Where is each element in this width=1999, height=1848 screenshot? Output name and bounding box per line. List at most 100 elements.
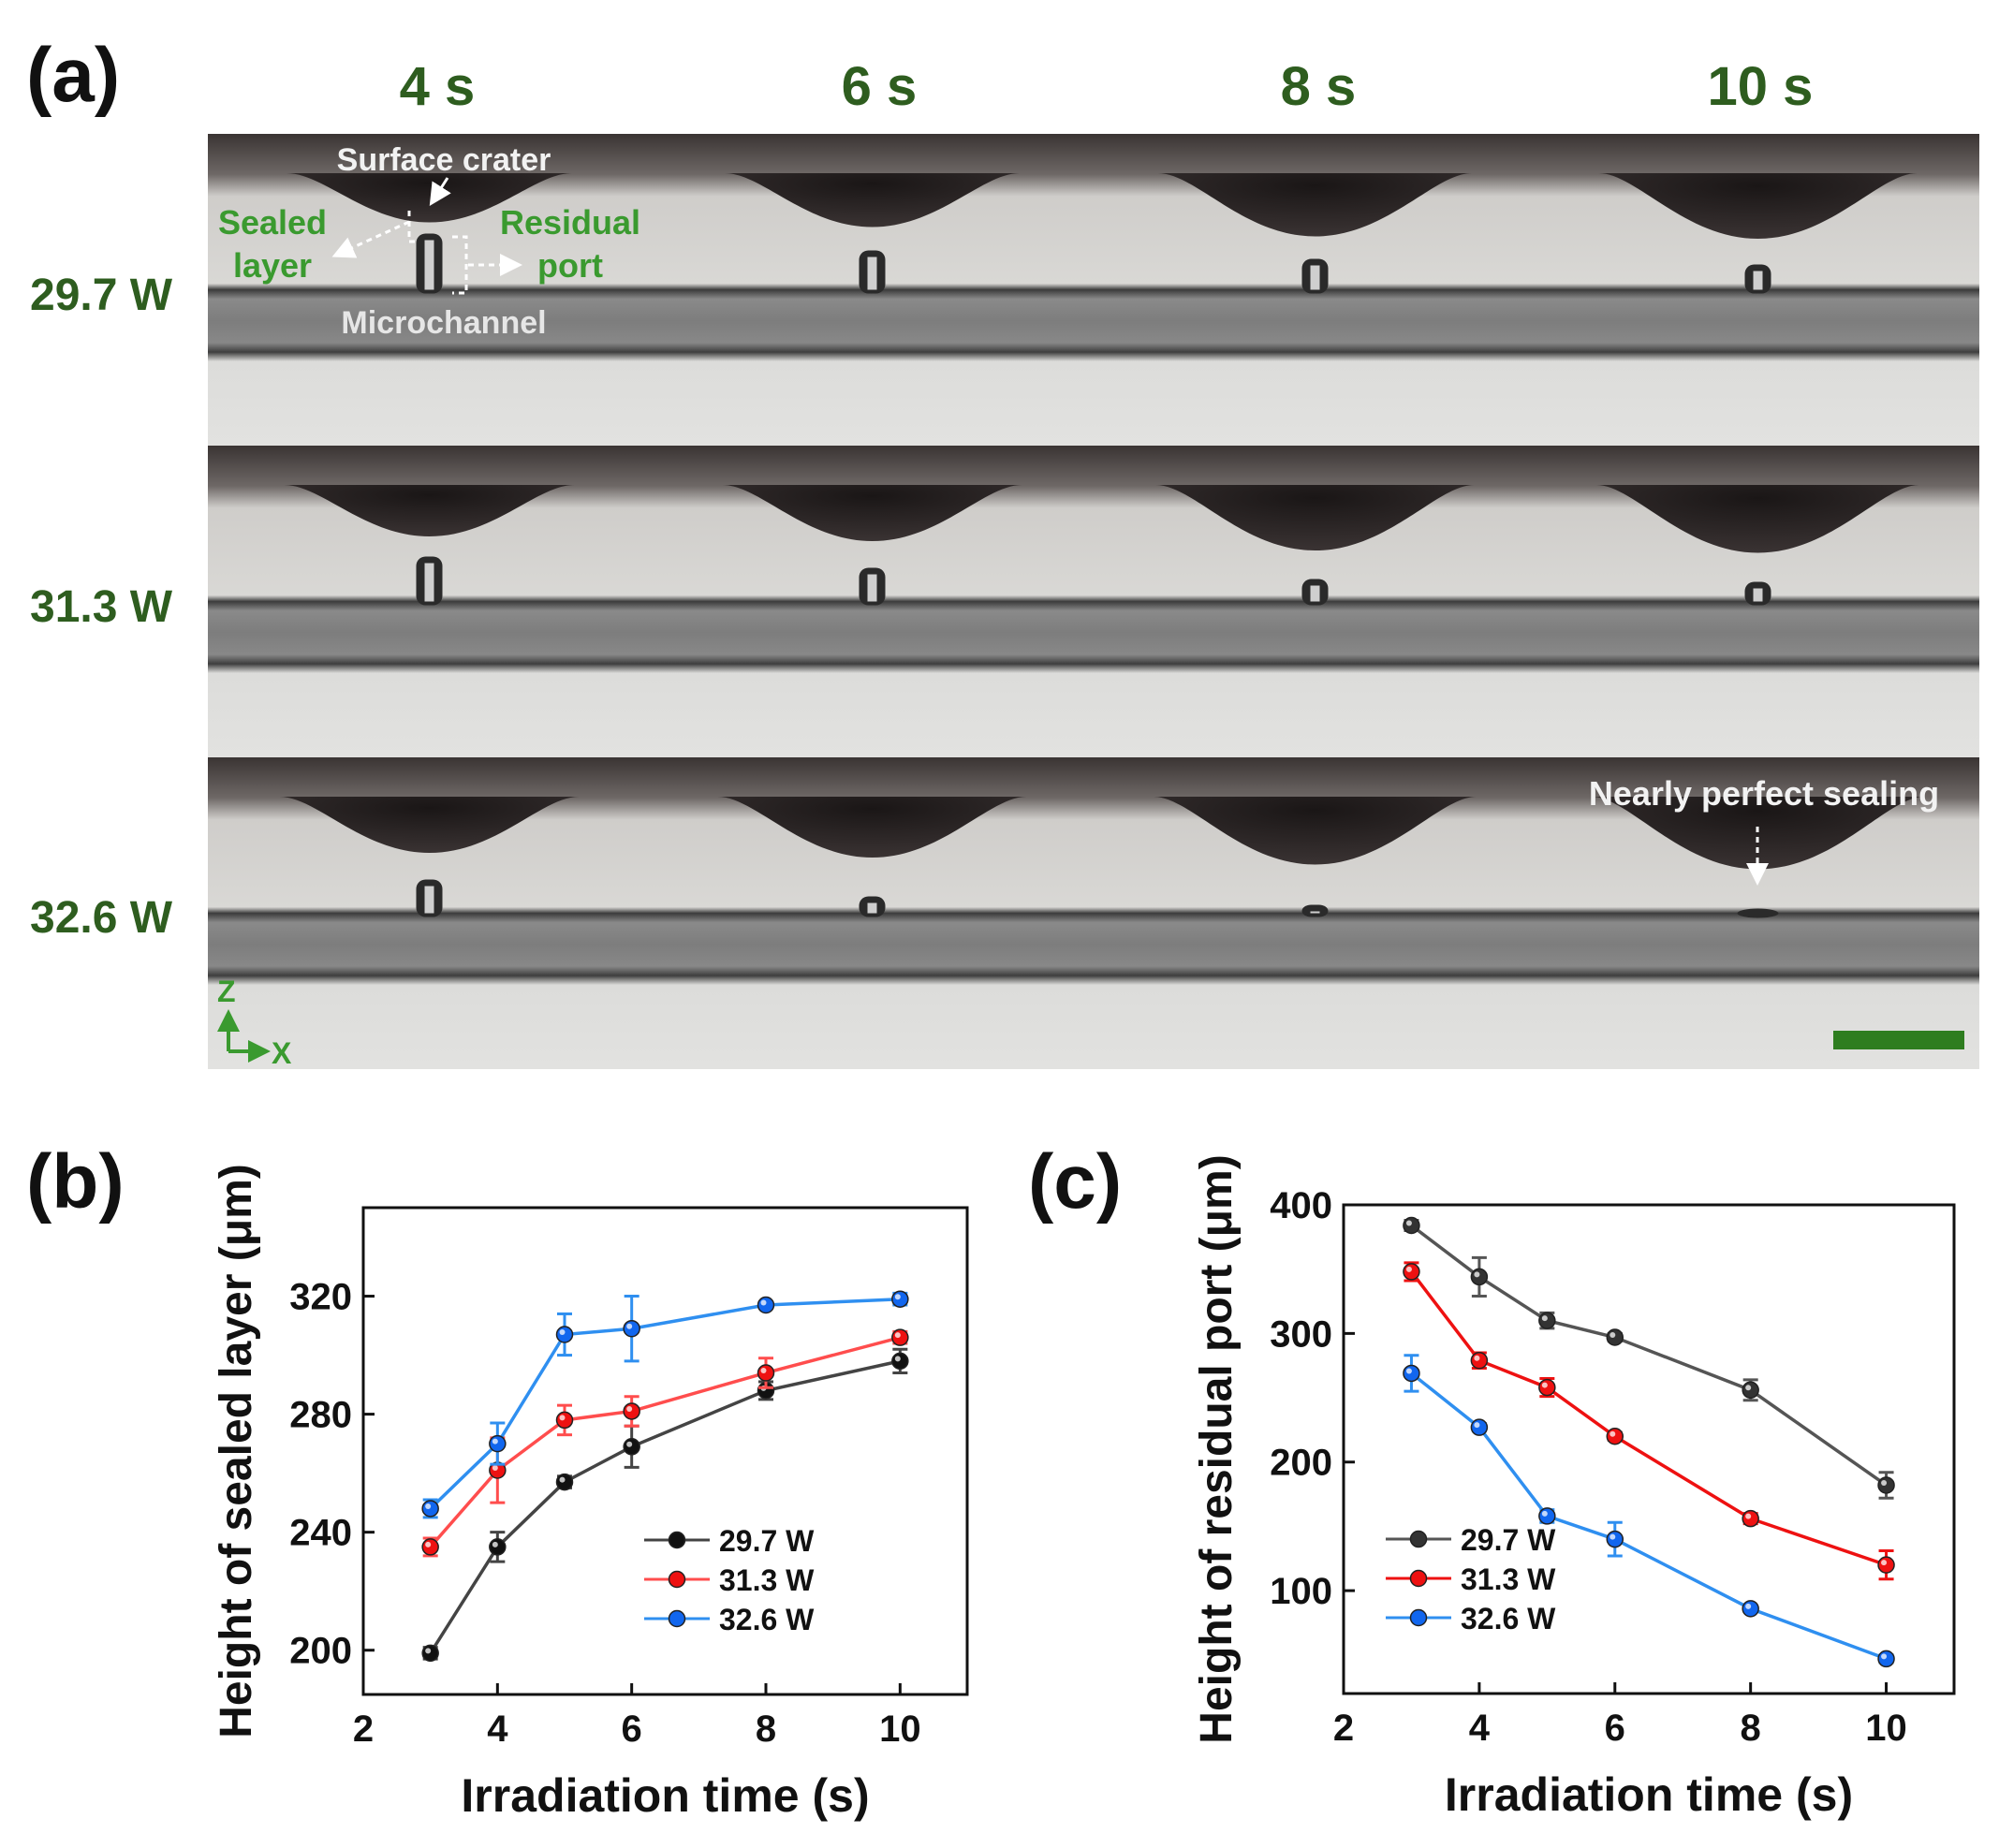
legend: 29.7 W 31.3 W 32.6 W	[644, 1524, 815, 1636]
x-tick-label: 8	[756, 1709, 776, 1750]
data-point-highlight	[1541, 1510, 1548, 1517]
time-header-6s: 6 s	[842, 56, 918, 117]
data-point	[1877, 1476, 1895, 1494]
data-point	[555, 1473, 574, 1491]
data-point	[489, 1434, 507, 1453]
plot-frame	[1342, 1203, 1956, 1695]
legend-marker	[1409, 1569, 1428, 1588]
micrograph-tile	[1094, 134, 1536, 446]
scale-bar	[1833, 1031, 1964, 1049]
micrograph-tile	[1094, 757, 1536, 1069]
data-point-highlight	[1474, 1355, 1480, 1361]
data-point	[1538, 1378, 1556, 1397]
x-tick-label: 4	[487, 1709, 508, 1750]
surface-crater	[1596, 485, 1919, 553]
data-point-highlight	[1745, 1385, 1752, 1391]
data-point	[1538, 1312, 1556, 1329]
data-point	[1877, 1650, 1895, 1668]
data-point-highlight	[626, 1405, 633, 1412]
x-tick-label: 6	[622, 1709, 642, 1750]
residual-port-core	[867, 574, 877, 602]
residual-port	[1737, 908, 1779, 918]
data-point-highlight	[1881, 1479, 1888, 1486]
data-point-highlight	[894, 1294, 901, 1300]
series-31-3-W	[1403, 1261, 1895, 1581]
micrograph-tile	[651, 757, 1094, 1069]
data-point-highlight	[492, 1438, 498, 1445]
legend-label: 31.3 W	[719, 1563, 815, 1597]
surface-crater	[725, 173, 1020, 227]
residual-port-core	[424, 240, 434, 290]
residual-port-core	[1310, 265, 1320, 290]
legend-marker	[668, 1531, 686, 1549]
micrograph-grid	[208, 134, 1979, 1069]
x-tick-label: 10	[879, 1709, 921, 1750]
data-point	[1742, 1509, 1759, 1528]
residual-port-core	[867, 257, 877, 290]
axis-x-label: X	[272, 1036, 292, 1070]
legend-marker	[668, 1609, 686, 1628]
data-point	[1403, 1263, 1420, 1281]
data-point	[1538, 1507, 1556, 1525]
data-point-highlight	[1609, 1430, 1616, 1437]
legend-marker	[668, 1570, 686, 1589]
x-tick-label: 8	[1741, 1708, 1761, 1749]
series-line	[1410, 1224, 1888, 1487]
data-point	[421, 1538, 439, 1556]
chart-sealed-layer: 2 4 6 8 10 200 240 280 320 Irradiation time (s) He…	[212, 1164, 969, 1822]
panel-b-label: (b)	[26, 1139, 125, 1225]
residual-port-core	[424, 886, 434, 914]
y-tick-label: 200	[1270, 1443, 1332, 1484]
data-point	[891, 1290, 909, 1308]
axis-z-label: Z	[217, 975, 236, 1008]
data-point-highlight	[1609, 1331, 1616, 1338]
surface-crater	[279, 797, 580, 853]
chart-residual-port: 2 4 6 8 10 100 200 300 400 Irradiation time (s) He…	[1192, 1154, 1956, 1821]
data-point-highlight	[760, 1299, 767, 1306]
y-tick-label: 200	[289, 1631, 352, 1672]
y-axis-label: Height of residual port (μm)	[1192, 1154, 1242, 1743]
x-tick-label: 4	[1469, 1708, 1491, 1749]
data-point	[623, 1319, 640, 1338]
micrograph-tile	[1094, 446, 1536, 757]
data-point	[1606, 1328, 1624, 1346]
data-point-highlight	[425, 1503, 432, 1509]
surface-crater	[1598, 173, 1918, 239]
surface-crater	[1155, 485, 1475, 550]
data-point	[1877, 1556, 1895, 1574]
data-point-highlight	[1745, 1513, 1752, 1519]
legend-marker	[1409, 1608, 1428, 1627]
power-label-32-6: 32.6 W	[30, 893, 173, 943]
data-point-highlight	[559, 1415, 566, 1421]
residual-port-core	[1753, 588, 1763, 602]
micrograph-tile	[1536, 134, 1979, 446]
annotation-residual-line1: Residual	[500, 203, 640, 242]
data-point-highlight	[425, 1541, 432, 1547]
data-point	[1403, 1216, 1420, 1235]
y-tick-label: 240	[289, 1513, 352, 1554]
annotation-residual-line2: port	[537, 246, 603, 285]
legend-label: 29.7 W	[1461, 1523, 1556, 1557]
data-point-highlight	[1745, 1603, 1752, 1609]
surface-crater	[1154, 797, 1477, 865]
data-point	[421, 1500, 439, 1518]
residual-port	[1301, 904, 1329, 917]
series-31-3-W	[421, 1328, 909, 1558]
residual-port-core	[1310, 585, 1320, 602]
micrograph-tile	[651, 446, 1094, 757]
data-point	[555, 1326, 574, 1343]
data-point-highlight	[492, 1541, 498, 1547]
y-tick-label: 300	[1270, 1313, 1332, 1355]
y-axis-label: Height of sealed layer (μm)	[212, 1164, 261, 1738]
residual-port-core	[1753, 271, 1763, 290]
axis-indicator: Z X	[217, 975, 292, 1070]
series-32-6-W	[421, 1290, 909, 1519]
data-point	[1606, 1428, 1624, 1445]
sealed-layer-arrow	[331, 220, 410, 258]
data-point-highlight	[1405, 1266, 1412, 1272]
data-point	[623, 1402, 640, 1420]
legend-marker	[1409, 1530, 1428, 1548]
data-point-highlight	[1881, 1560, 1888, 1566]
data-point	[1470, 1351, 1489, 1370]
